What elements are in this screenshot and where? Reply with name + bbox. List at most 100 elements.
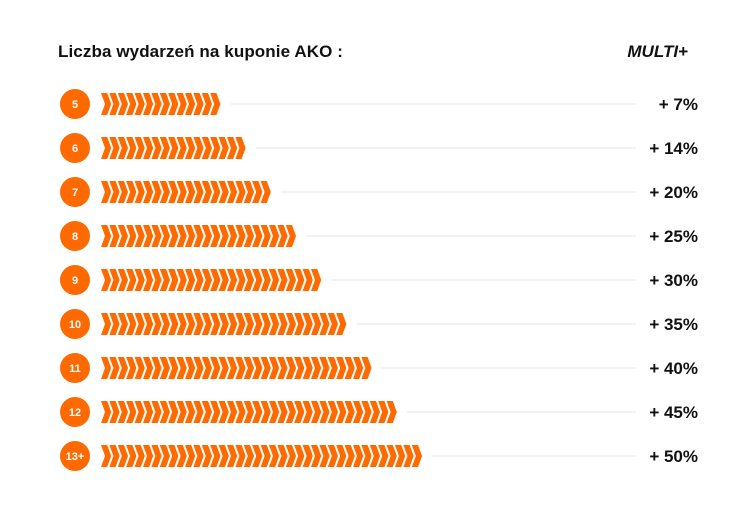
- bar-chevron: [201, 137, 212, 159]
- bar-chevron: [101, 313, 112, 335]
- bar-chevron: [227, 269, 238, 291]
- bar-chevron: [227, 401, 238, 423]
- multi-column-label: MULTI+: [627, 42, 688, 61]
- bar-chevron: [159, 181, 170, 203]
- bar-chevron: [143, 313, 154, 335]
- bar-chevron: [134, 269, 145, 291]
- bar-chevron: [285, 445, 296, 467]
- bar-chevron: [269, 313, 280, 335]
- bar-chevron: [369, 445, 380, 467]
- bar-chevron: [159, 225, 170, 247]
- bar-chevron: [193, 313, 204, 335]
- bar-chevron: [252, 313, 263, 335]
- bar-chevron: [101, 225, 112, 247]
- bar-chevron: [134, 93, 145, 115]
- bar-chevron: [134, 401, 145, 423]
- bar-chevron: [285, 357, 296, 379]
- bar-chevron: [319, 445, 330, 467]
- bar-chevron: [134, 357, 145, 379]
- bar-chevron: [252, 357, 263, 379]
- bar-chevron: [101, 93, 112, 115]
- category-badge: [60, 177, 90, 207]
- bar-chevron: [210, 225, 221, 247]
- bar-chevron: [126, 181, 137, 203]
- bar-chevron: [302, 445, 313, 467]
- bar-chevron: [227, 181, 238, 203]
- bar-chevron: [294, 445, 305, 467]
- value-label: + 25%: [649, 227, 698, 246]
- bar-chevron: [243, 225, 254, 247]
- bar-chevron: [235, 357, 246, 379]
- bar-chevron: [201, 269, 212, 291]
- bar-chevron: [176, 225, 187, 247]
- bar-chevron: [143, 357, 154, 379]
- bar-chevron: [344, 445, 355, 467]
- bar-chevron: [235, 225, 246, 247]
- bar-chevron: [235, 181, 246, 203]
- bar-chevron: [218, 137, 229, 159]
- bar-chevron: [143, 269, 154, 291]
- bar-chevron: [126, 357, 137, 379]
- bar-chevron: [227, 357, 238, 379]
- bar-chevron: [285, 401, 296, 423]
- bar-chevron: [185, 137, 196, 159]
- bar-chevron: [126, 445, 137, 467]
- bar-chevron: [327, 401, 338, 423]
- bar-chevron: [277, 269, 288, 291]
- bar-chevron: [302, 269, 313, 291]
- bar-chevron: [218, 401, 229, 423]
- bar-chevron: [277, 445, 288, 467]
- bar-chevron: [176, 357, 187, 379]
- bar-chevron: [311, 313, 322, 335]
- category-badge: [60, 133, 90, 163]
- bar-chevron: [269, 269, 280, 291]
- chart-row: 12 + 45%: [60, 397, 698, 427]
- bar-chevron: [353, 357, 364, 379]
- bar-chevron: [151, 357, 162, 379]
- bar-chevron: [336, 401, 347, 423]
- bar-chevron: [227, 137, 238, 159]
- bar-chevron: [193, 137, 204, 159]
- bar-chevron: [109, 181, 120, 203]
- bar-chevron: [285, 269, 296, 291]
- chart-row: 11 + 40%: [60, 353, 698, 383]
- bar-chevron: [344, 357, 355, 379]
- bar-chevron: [159, 445, 170, 467]
- page-title: Liczba wydarzeń na kuponie AKO :: [58, 42, 344, 61]
- bar-chevron: [311, 401, 322, 423]
- bar-chevron: [411, 445, 422, 467]
- category-label: 11: [69, 363, 81, 375]
- chart-row: 9 + 30%: [60, 265, 698, 295]
- bar-chevron: [227, 445, 238, 467]
- bar-chevron: [101, 181, 112, 203]
- bar-chevron: [101, 401, 112, 423]
- bar-chevron: [235, 401, 246, 423]
- bar-chevron: [294, 401, 305, 423]
- bar-chevron: [185, 93, 196, 115]
- bar-chevron: [101, 137, 112, 159]
- bar-chevron: [361, 357, 372, 379]
- bar-chevron: [252, 445, 263, 467]
- bar-chevron: [294, 313, 305, 335]
- bar-chevron: [159, 401, 170, 423]
- value-label: + 20%: [649, 183, 698, 202]
- bar-chevron: [109, 93, 120, 115]
- bar-chevron: [101, 357, 112, 379]
- bar-chevron: [126, 93, 137, 115]
- bar-chevron: [336, 313, 347, 335]
- bar-chevron: [235, 269, 246, 291]
- bar-chevron: [210, 313, 221, 335]
- bar-chevron: [126, 269, 137, 291]
- bar-chevron: [101, 445, 112, 467]
- bar-chevron: [168, 269, 179, 291]
- bar-chevron: [252, 181, 263, 203]
- bar-chevron: [201, 313, 212, 335]
- bar-chevron: [218, 313, 229, 335]
- bar-chevron: [353, 401, 364, 423]
- bar-chevron: [294, 269, 305, 291]
- category-label: 13+: [66, 451, 85, 463]
- bar-chevron: [260, 357, 271, 379]
- bar-chevron: [327, 445, 338, 467]
- bar-chevron: [151, 269, 162, 291]
- bar-chevron: [193, 181, 204, 203]
